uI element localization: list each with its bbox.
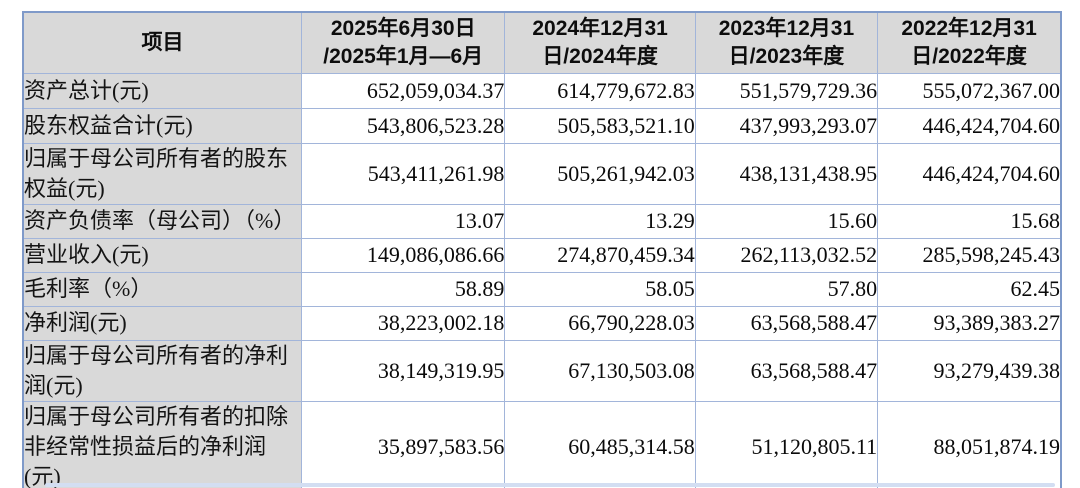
header-period-line2: 日/2024年度 bbox=[542, 44, 658, 68]
value-cell: 543,806,523.28 bbox=[301, 107, 506, 144]
header-period-line1: 2025年6月30日 bbox=[330, 16, 476, 40]
row-label-cell: 净利润(元) bbox=[22, 305, 303, 341]
value-cell: 35,897,583.56 bbox=[301, 400, 506, 488]
table-row-total-equity: 股东权益合计(元) 543,806,523.28 505,583,521.10 … bbox=[22, 107, 1062, 144]
value-cell: 274,870,459.34 bbox=[504, 237, 696, 273]
header-period-2023: 2023年12月31 日/2023年度 bbox=[694, 11, 879, 74]
row-label-cell: 股东权益合计(元) bbox=[22, 107, 303, 144]
header-period-line2: 日/2023年度 bbox=[728, 44, 845, 68]
value-cell: 652,059,034.37 bbox=[301, 72, 506, 109]
value-cell: 60,485,314.58 bbox=[504, 400, 696, 488]
header-period-2022: 2022年12月31 日/2022年度 bbox=[877, 11, 1062, 74]
value-cell: 51,120,805.11 bbox=[694, 400, 879, 488]
value-cell: 93,389,383.27 bbox=[877, 305, 1062, 341]
value-cell: 446,424,704.60 bbox=[877, 142, 1062, 205]
value-cell: 551,579,729.36 bbox=[694, 72, 879, 109]
header-period-2025: 2025年6月30日 /2025年1月—6月 bbox=[301, 11, 506, 74]
table-row-gross-margin: 毛利率（%） 58.89 58.05 57.80 62.45 bbox=[22, 271, 1062, 307]
header-period-line1: 2023年12月31 bbox=[718, 16, 855, 40]
table-row-parent-equity: 归属于母公司所有者的股东权益(元) 543,411,261.98 505,261… bbox=[22, 142, 1062, 205]
table-row-net-profit: 净利润(元) 38,223,002.18 66,790,228.03 63,56… bbox=[22, 305, 1062, 341]
value-cell: 63,568,588.47 bbox=[694, 339, 879, 402]
value-cell: 149,086,086.66 bbox=[301, 237, 506, 273]
value-cell: 67,130,503.08 bbox=[504, 339, 696, 402]
header-period-line2: /2025年1月—6月 bbox=[323, 44, 484, 68]
value-cell: 505,261,942.03 bbox=[504, 142, 696, 205]
table-row-debt-ratio: 资产负债率（母公司）（%） 13.07 13.29 15.60 15.68 bbox=[22, 203, 1062, 239]
value-cell: 93,279,439.38 bbox=[877, 339, 1062, 402]
value-cell: 63,568,588.47 bbox=[694, 305, 879, 341]
value-cell: 285,598,245.43 bbox=[877, 237, 1062, 273]
value-cell: 88,051,874.19 bbox=[877, 400, 1062, 488]
header-period-line1: 2024年12月31 bbox=[532, 16, 668, 40]
value-cell: 66,790,228.03 bbox=[504, 305, 696, 341]
header-item-label: 项目 bbox=[141, 30, 184, 54]
header-period-line1: 2022年12月31 bbox=[901, 16, 1037, 40]
value-cell: 446,424,704.60 bbox=[877, 107, 1062, 144]
value-cell: 614,779,672.83 bbox=[504, 72, 696, 109]
bottom-highlight-strip bbox=[45, 483, 1055, 487]
row-label-cell: 归属于母公司所有者的净利润(元) bbox=[22, 339, 303, 402]
value-cell: 13.07 bbox=[301, 203, 506, 239]
value-cell: 58.05 bbox=[504, 271, 696, 307]
value-cell: 13.29 bbox=[504, 203, 696, 239]
value-cell: 62.45 bbox=[877, 271, 1062, 307]
row-label-cell: 营业收入(元) bbox=[22, 237, 303, 273]
value-cell: 15.68 bbox=[877, 203, 1062, 239]
value-cell: 543,411,261.98 bbox=[301, 142, 506, 205]
value-cell: 555,072,367.00 bbox=[877, 72, 1062, 109]
row-label-cell: 资产负债率（母公司）（%） bbox=[22, 203, 303, 239]
value-cell: 58.89 bbox=[301, 271, 506, 307]
table-row-parent-net-profit-deducted: 归属于母公司所有者的扣除非经常性损益后的净利润(元) 35,897,583.56… bbox=[22, 400, 1062, 488]
value-cell: 262,113,032.52 bbox=[694, 237, 879, 273]
value-cell: 438,131,438.95 bbox=[694, 142, 879, 205]
row-label-cell: 资产总计(元) bbox=[22, 72, 303, 109]
value-cell: 15.60 bbox=[694, 203, 879, 239]
header-row: 项目 2025年6月30日 /2025年1月—6月 2024年12月31 日/2… bbox=[22, 11, 1062, 74]
value-cell: 505,583,521.10 bbox=[504, 107, 696, 144]
table-row-revenue: 营业收入(元) 149,086,086.66 274,870,459.34 26… bbox=[22, 237, 1062, 273]
table-row-total-assets: 资产总计(元) 652,059,034.37 614,779,672.83 55… bbox=[22, 72, 1062, 109]
value-cell: 38,223,002.18 bbox=[301, 305, 506, 341]
header-item-cell: 项目 bbox=[22, 11, 303, 74]
header-period-2024: 2024年12月31 日/2024年度 bbox=[504, 11, 696, 74]
financial-summary-table: 项目 2025年6月30日 /2025年1月—6月 2024年12月31 日/2… bbox=[22, 11, 1062, 488]
header-period-line2: 日/2022年度 bbox=[911, 44, 1027, 68]
row-label-cell: 毛利率（%） bbox=[22, 271, 303, 307]
value-cell: 38,149,319.95 bbox=[301, 339, 506, 402]
value-cell: 437,993,293.07 bbox=[694, 107, 879, 144]
value-cell: 57.80 bbox=[694, 271, 879, 307]
table-row-parent-net-profit: 归属于母公司所有者的净利润(元) 38,149,319.95 67,130,50… bbox=[22, 339, 1062, 402]
row-label-cell: 归属于母公司所有者的股东权益(元) bbox=[22, 142, 303, 205]
row-label-cell: 归属于母公司所有者的扣除非经常性损益后的净利润(元) bbox=[22, 400, 303, 488]
